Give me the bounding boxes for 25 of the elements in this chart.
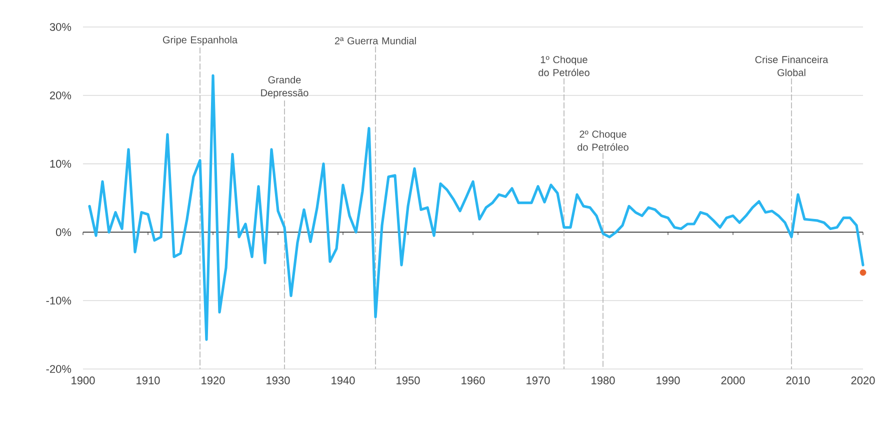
x-tick-label: 2020 <box>851 376 875 384</box>
ref-line-label: Gripe Espanhola <box>162 36 238 46</box>
y-tick-label: 10% <box>50 160 72 168</box>
ref-line-label: Grande Depressão <box>261 76 308 98</box>
x-tick-label: 2000 <box>721 376 745 384</box>
y-tick-label: 30% <box>50 23 72 31</box>
x-tick-label: 1950 <box>396 376 420 384</box>
x-tick-label: 1910 <box>136 376 160 384</box>
x-tick-label: 1960 <box>462 376 485 384</box>
y-tick-label: 20% <box>50 92 72 100</box>
ref-line-label: 2º Choque do Petróleo <box>578 130 628 151</box>
ref-line-label: Crise Financeira Global <box>755 56 828 76</box>
ref-line-label: 1º Choque do Petróleo <box>538 56 590 76</box>
x-tick-label: 1990 <box>656 376 680 384</box>
y-tick-label: -20% <box>46 365 72 373</box>
x-tick-label: 1930 <box>266 376 290 384</box>
y-tick-label: 0% <box>56 228 72 236</box>
x-tick-label: 1920 <box>202 376 225 384</box>
x-tick-label: 1900 <box>72 376 95 384</box>
x-tick-label: 2010 <box>786 376 810 384</box>
x-tick-label: 1940 <box>332 376 355 384</box>
x-tick-label: 1970 <box>526 376 550 384</box>
y-tick-label: -10% <box>46 296 72 304</box>
ref-line-label: 2ª Guerra Mundial <box>334 37 416 44</box>
x-tick-label: 1980 <box>592 376 615 384</box>
